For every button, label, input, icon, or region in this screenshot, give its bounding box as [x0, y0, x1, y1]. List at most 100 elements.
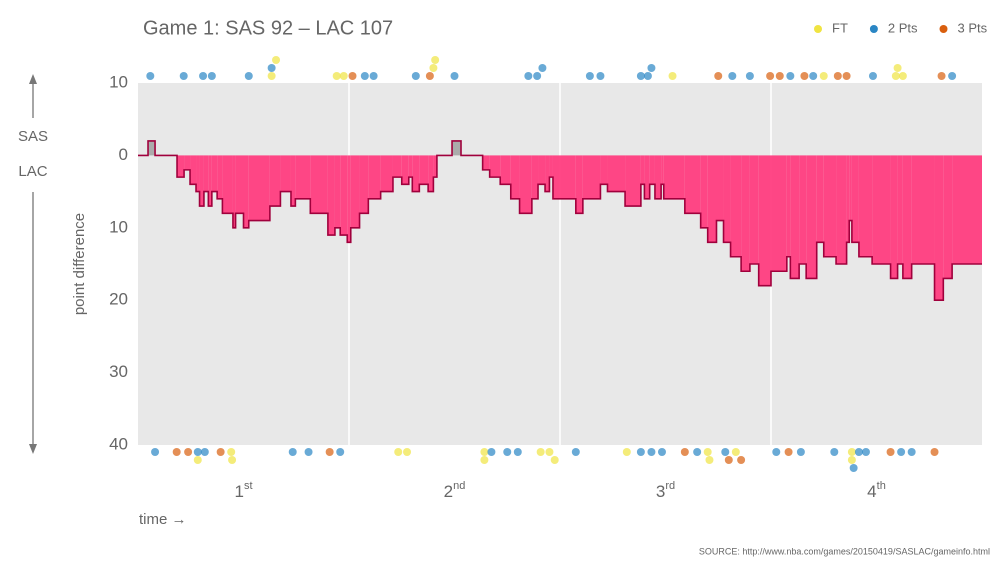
legend-label: 3 Pts — [958, 20, 988, 35]
score-event — [724, 456, 733, 464]
lead-step — [823, 155, 837, 257]
y-tick-label: 0 — [119, 145, 128, 164]
lead-step — [280, 155, 291, 192]
quarter-suffix: rd — [665, 480, 675, 492]
lead-step — [749, 155, 759, 264]
score-event — [571, 448, 580, 456]
score-event — [487, 448, 496, 456]
lead-step — [640, 155, 645, 185]
arrow-head — [29, 74, 37, 84]
lead-step — [217, 155, 223, 199]
legend-swatch — [939, 25, 948, 33]
lead-outline — [138, 140, 982, 301]
lead-step — [531, 155, 539, 199]
score-event — [360, 72, 369, 80]
lead-step — [545, 155, 550, 192]
lead-step — [222, 155, 233, 214]
score-event — [693, 448, 702, 456]
lead-step — [846, 155, 850, 243]
score-event — [403, 448, 412, 456]
team-label: SAS — [18, 128, 48, 145]
score-event — [668, 72, 677, 80]
legend-swatch — [814, 25, 822, 33]
score-event — [267, 72, 276, 80]
score-event — [833, 72, 842, 80]
score-event — [288, 448, 297, 456]
lead-step — [730, 155, 742, 257]
lead-step — [340, 155, 348, 236]
score-event — [647, 64, 656, 72]
lead-step — [625, 155, 641, 207]
score-event — [550, 456, 559, 464]
lead-step — [836, 155, 847, 264]
score-event — [705, 456, 714, 464]
chart-title: Game 1: SAS 92 – LAC 107 — [143, 17, 393, 39]
lead-step — [452, 140, 462, 156]
lead-step — [368, 155, 381, 199]
lead-step — [350, 155, 360, 228]
score-event — [480, 456, 489, 464]
score-event — [207, 72, 216, 80]
score-event — [394, 448, 403, 456]
score-event — [429, 64, 438, 72]
score-event — [643, 72, 652, 80]
score-event — [146, 72, 155, 80]
score-event — [199, 72, 208, 80]
legend-label: FT — [832, 20, 848, 35]
lead-step — [806, 155, 817, 279]
lead-step — [327, 155, 335, 236]
lead-step — [208, 155, 212, 207]
lead-step — [700, 155, 708, 228]
lead-step — [538, 155, 546, 185]
lead-step — [232, 155, 236, 228]
score-event — [636, 448, 645, 456]
y-tick-label: 40 — [109, 434, 128, 453]
lead-step — [600, 155, 608, 185]
lead-step — [758, 155, 771, 286]
y-tick-label: 20 — [109, 290, 128, 309]
score-event — [200, 448, 209, 456]
score-event — [348, 72, 357, 80]
score-event — [151, 448, 160, 456]
lead-step — [359, 155, 369, 214]
score-event — [721, 448, 730, 456]
lead-step — [148, 140, 156, 156]
lead-step — [290, 155, 296, 207]
score-event — [948, 72, 957, 80]
lead-step — [549, 155, 553, 178]
lead-step — [943, 155, 953, 279]
legend-swatch — [869, 25, 878, 33]
score-event — [536, 448, 545, 456]
score-event — [622, 448, 631, 456]
score-event — [714, 72, 723, 80]
quarter-label: 1st — [234, 480, 252, 502]
score-event — [339, 72, 348, 80]
lead-step — [190, 155, 197, 185]
lead-step — [952, 155, 982, 264]
score-event — [868, 72, 877, 80]
y-axis-label: point difference — [71, 213, 88, 315]
score-event — [193, 448, 202, 456]
lead-step — [401, 155, 409, 185]
score-event — [425, 72, 434, 80]
score-event — [216, 448, 225, 456]
score-event — [897, 448, 906, 456]
source: SOURCE: http://www.nba.com/games/2015041… — [699, 546, 990, 556]
score-event — [545, 448, 554, 456]
score-event — [891, 72, 900, 80]
score-event — [898, 72, 907, 80]
score-event — [431, 56, 440, 64]
score-event — [647, 448, 656, 456]
lead-step — [707, 155, 717, 243]
lead-step — [203, 155, 209, 192]
score-event — [819, 72, 828, 80]
score-event — [636, 72, 645, 80]
lead-step — [419, 155, 429, 185]
score-event — [930, 448, 939, 456]
lead-step — [661, 155, 664, 185]
y-tick-label: 30 — [109, 362, 128, 381]
score-event — [731, 448, 740, 456]
lead-step — [799, 155, 807, 264]
quarter-suffix: st — [244, 480, 253, 492]
